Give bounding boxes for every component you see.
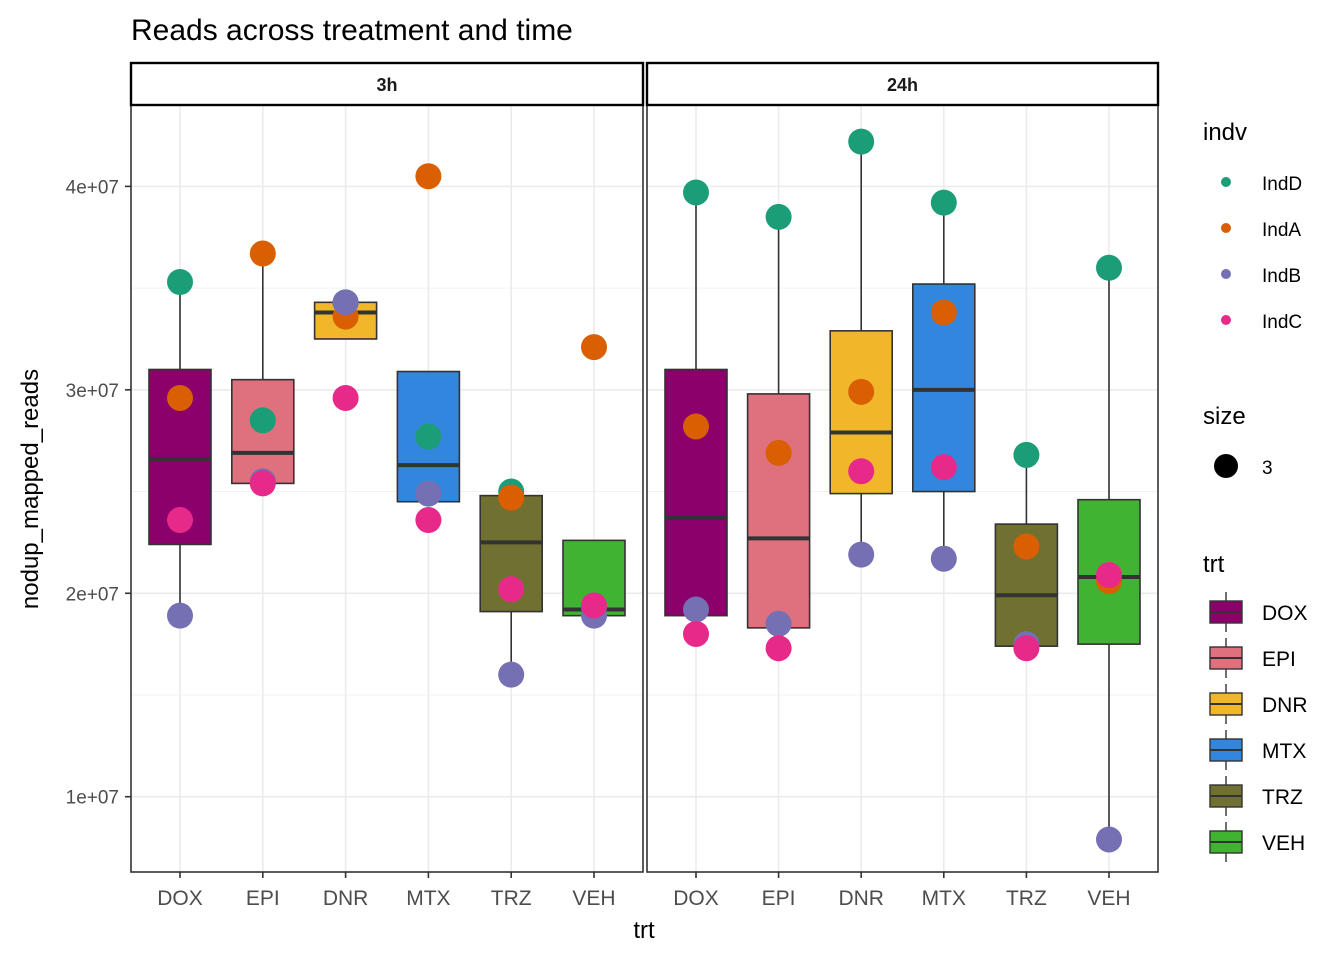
point-24h-EPI-IndA xyxy=(765,439,792,466)
y-tick-label: 1e+07 xyxy=(66,788,119,809)
y-axis-title: nodup_mapped_reads xyxy=(17,369,44,609)
point-3h-VEH-IndC xyxy=(581,592,607,619)
x-axis-title: trt xyxy=(633,917,655,944)
point-24h-EPI-IndB xyxy=(765,610,792,637)
point-3h-TRZ-IndA xyxy=(498,484,525,511)
facet-panel-24h: 24h DOX EPI DNR MTX TRZ VEH xyxy=(645,61,1160,910)
panel-background xyxy=(131,105,643,872)
x-tick-label: TRZ xyxy=(1006,887,1047,910)
legend-label: MTX xyxy=(1262,740,1306,763)
x-tick-label: EPI xyxy=(762,887,796,910)
point-3h-MTX-IndA xyxy=(415,163,442,190)
x-tick-label: DNR xyxy=(838,887,884,910)
facet-strip xyxy=(129,61,645,107)
y-tick-label: 2e+07 xyxy=(66,584,119,605)
legend-size: size 3 xyxy=(1203,403,1273,479)
legend-label: DNR xyxy=(1262,694,1308,717)
point-24h-MTX-IndD xyxy=(930,189,957,216)
legend-label: IndB xyxy=(1262,266,1301,287)
legend-label: VEH xyxy=(1262,832,1305,855)
point-3h-DOX-IndC xyxy=(167,507,193,534)
x-tick-label: TRZ xyxy=(491,887,532,910)
legend-key-IndA xyxy=(1221,223,1231,233)
point-3h-DOX-IndB xyxy=(167,602,193,629)
point-3h-EPI-IndD xyxy=(249,407,276,434)
point-24h-DNR-IndA xyxy=(848,378,875,405)
y-tick-label: 4e+07 xyxy=(66,177,119,198)
legend-label: IndA xyxy=(1262,220,1301,241)
point-3h-DNR-IndC xyxy=(332,384,359,411)
point-24h-DNR-IndB xyxy=(848,541,875,568)
box-24h-DOX xyxy=(664,192,728,617)
point-24h-DOX-IndD xyxy=(683,179,709,206)
point-3h-MTX-IndB xyxy=(415,480,442,507)
legend-title: size xyxy=(1203,403,1246,430)
point-24h-EPI-IndD xyxy=(765,203,792,230)
point-3h-EPI-IndC xyxy=(249,470,276,497)
legend-trt: trt DOX EPI DNR MTX TRZ VEH xyxy=(1203,551,1308,862)
point-3h-DOX-IndA xyxy=(167,384,193,411)
facet-strip-label: 24h xyxy=(887,75,918,95)
point-24h-VEH-IndC xyxy=(1096,561,1122,588)
point-24h-MTX-IndB xyxy=(930,545,957,572)
panel-background xyxy=(647,105,1158,872)
facet-panel-3h: 3h DOX EPI DNR MTX TRZ VEH xyxy=(129,61,645,910)
box-body xyxy=(746,393,811,629)
y-tick-label: 3e+07 xyxy=(66,381,119,402)
chart-title: Reads across treatment and time xyxy=(131,14,573,47)
x-tick-label: MTX xyxy=(922,887,966,910)
point-24h-MTX-IndA xyxy=(930,299,957,326)
x-tick-label: VEH xyxy=(572,887,615,910)
x-tick-label: EPI xyxy=(246,887,280,910)
point-24h-TRZ-IndC xyxy=(1013,635,1040,662)
x-tick-label: DNR xyxy=(323,887,369,910)
legend-key-size xyxy=(1214,454,1238,478)
point-3h-TRZ-IndB xyxy=(498,661,525,688)
point-3h-MTX-IndC xyxy=(415,507,442,534)
legends: indv IndD IndA IndB IndC size 3 trt DOX EPI DNR MTX… xyxy=(1203,119,1308,862)
point-24h-EPI-IndC xyxy=(765,635,792,662)
point-24h-TRZ-IndD xyxy=(1013,441,1040,468)
point-24h-MTX-IndC xyxy=(930,454,957,481)
legend-key-IndB xyxy=(1221,269,1231,279)
point-24h-DOX-IndB xyxy=(683,596,709,623)
legend-title: indv xyxy=(1203,119,1247,146)
legend-label: 3 xyxy=(1262,458,1273,479)
point-3h-EPI-IndA xyxy=(249,240,276,267)
legend-label: DOX xyxy=(1262,602,1308,625)
x-tick-label: DOX xyxy=(157,887,203,910)
point-24h-VEH-IndD xyxy=(1096,254,1122,281)
point-24h-TRZ-IndA xyxy=(1013,533,1040,560)
facet-strip-label: 3h xyxy=(376,75,397,95)
point-3h-MTX-IndD xyxy=(415,423,442,450)
point-24h-DOX-IndC xyxy=(683,620,709,647)
point-24h-VEH-IndB xyxy=(1096,826,1122,853)
facet-panels: 3h DOX EPI DNR MTX TRZ VEH 24h DOX EPI DNR MTX TRZ VE… xyxy=(66,61,1160,910)
box-24h-EPI xyxy=(746,216,811,629)
point-3h-TRZ-IndC xyxy=(498,576,525,603)
point-24h-DOX-IndA xyxy=(683,413,709,440)
legend-label: IndC xyxy=(1262,312,1302,333)
box-body xyxy=(664,368,728,617)
legend-key-IndC xyxy=(1221,315,1231,325)
facet-strip xyxy=(645,61,1160,107)
point-24h-DNR-IndD xyxy=(848,128,875,155)
legend-label: EPI xyxy=(1262,648,1296,671)
legend-label: TRZ xyxy=(1262,786,1303,809)
point-3h-DNR-IndB xyxy=(332,289,359,316)
legend-key-IndD xyxy=(1221,177,1231,187)
x-tick-label: MTX xyxy=(406,887,450,910)
point-3h-VEH-IndA xyxy=(581,334,607,361)
point-24h-DNR-IndC xyxy=(848,458,875,485)
point-3h-DOX-IndD xyxy=(167,269,193,295)
legend-title: trt xyxy=(1203,551,1225,578)
legend-indv: indv IndD IndA IndB IndC xyxy=(1203,119,1302,333)
x-tick-label: VEH xyxy=(1087,887,1130,910)
x-tick-label: DOX xyxy=(673,887,719,910)
legend-label: IndD xyxy=(1262,174,1302,195)
